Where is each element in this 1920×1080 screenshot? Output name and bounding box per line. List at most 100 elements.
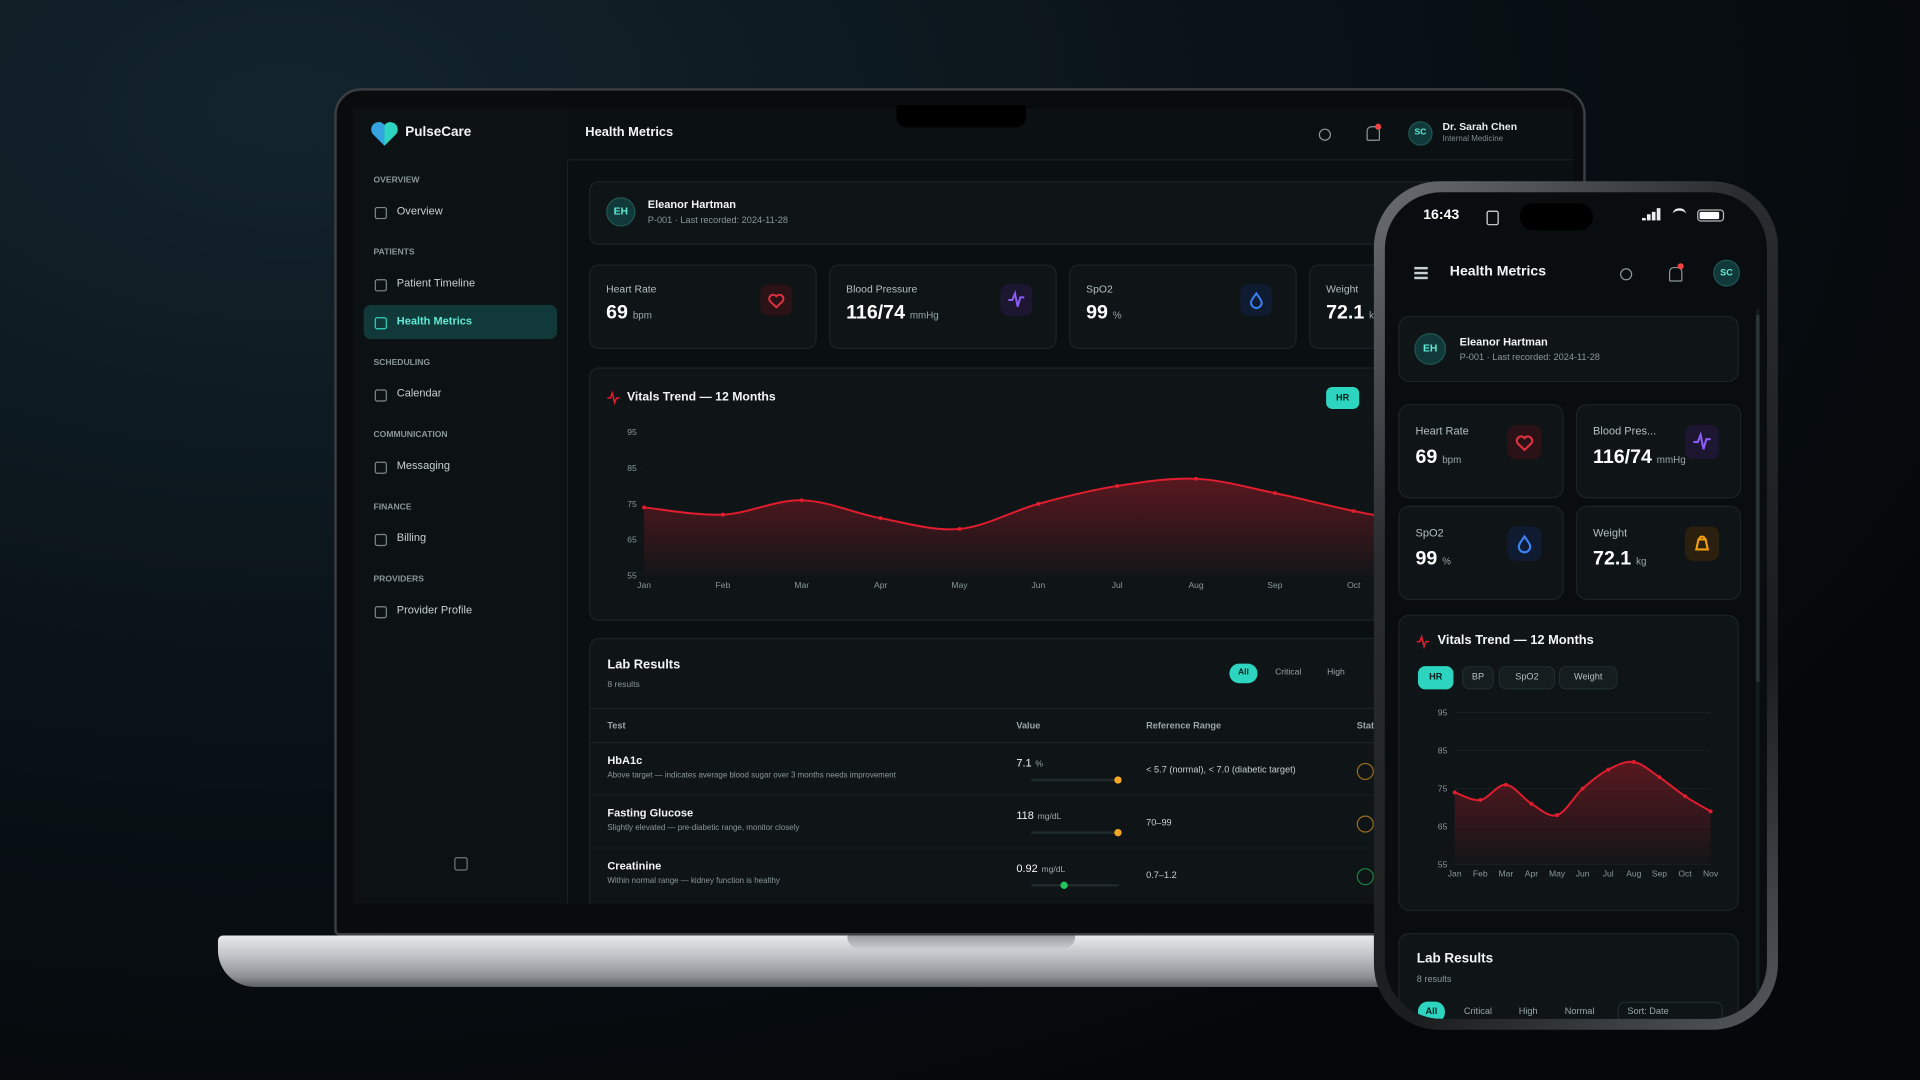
series-tab-active[interactable] — [1326, 386, 1360, 409]
range-bar — [1031, 884, 1120, 887]
lab-note: Within normal range — kidney function is… — [607, 877, 780, 886]
metric-label: Blood Pres... — [1593, 424, 1657, 438]
series-tab[interactable] — [1462, 666, 1494, 690]
lab-range: 0.7–1.2 — [1146, 869, 1177, 881]
x-tick-label: Nov — [1703, 869, 1719, 879]
range-dot — [1114, 776, 1122, 784]
battery-fill — [1699, 211, 1720, 220]
nav-item[interactable]: Patient Timeline — [396, 276, 476, 290]
nav-section-title: PATIENTS — [373, 248, 415, 258]
collapse-icon — [454, 857, 468, 871]
range-dot — [1060, 881, 1068, 889]
metric-icon-glyph — [1517, 534, 1532, 554]
signal-bar — [1651, 211, 1655, 221]
metric-value: 69 bpm — [606, 302, 652, 324]
page-title: Health Metrics — [585, 125, 674, 140]
metric-unit: bpm — [1442, 454, 1462, 466]
series-tab-label: HR — [1336, 391, 1350, 403]
data-point — [642, 505, 647, 510]
x-tick-label: Jun — [1031, 580, 1045, 590]
data-point — [1555, 813, 1560, 818]
chart-title-icon — [1416, 634, 1429, 649]
metric-icon-glyph — [1008, 289, 1025, 307]
x-tick-label: Feb — [716, 580, 731, 590]
series-tab-active[interactable] — [1417, 666, 1454, 690]
lab-value: 0.92 mg/dL — [1016, 862, 1066, 875]
metric-value: 69 bpm — [1415, 447, 1462, 468]
filter-label: Critical — [1275, 668, 1302, 678]
avatar — [1713, 259, 1740, 287]
labs-card — [1398, 933, 1739, 1019]
nav-item[interactable]: Calendar — [396, 386, 442, 400]
trend-chart: 55 65 75 85 95 Jan Feb Mar Apr May Jun Jul Aug Sep Oct… — [1438, 708, 1719, 879]
header: Health Metrics SC Dr. Sarah Chen Internal M… — [566, 107, 1574, 161]
bell-dot — [1677, 263, 1684, 270]
metric-value: 116/74 mmHg — [846, 302, 939, 324]
data-point — [1708, 809, 1713, 814]
wifi-icon — [1672, 208, 1687, 220]
metric-label: Heart Rate — [606, 283, 657, 296]
sort-select[interactable] — [1617, 1001, 1723, 1019]
metric-icon-glyph — [1515, 435, 1534, 452]
x-tick-label: Jan — [1448, 869, 1462, 879]
x-tick-label: Jul — [1603, 869, 1614, 879]
series-area — [644, 478, 1433, 576]
data-point — [1683, 794, 1687, 799]
nav-icon — [374, 461, 387, 474]
filter-label: All — [1425, 1005, 1438, 1017]
nav-item[interactable]: Messaging — [396, 459, 451, 472]
user-role: Internal Medicine — [1442, 135, 1504, 144]
metric-label: Blood Pressure — [846, 283, 918, 296]
nav-section-title: COMMUNICATION — [373, 431, 448, 440]
metric-icon-glyph — [1695, 535, 1710, 551]
metric-icon-box — [1240, 284, 1273, 316]
lab-test: HbA1c — [607, 754, 643, 767]
nav-section-title: SCHEDULING — [373, 358, 431, 368]
x-tick-label: Aug — [1188, 580, 1203, 590]
scroll-thumb — [1755, 314, 1760, 683]
metric-unit: mmHg — [909, 310, 939, 322]
metric-icon — [1695, 535, 1710, 551]
pulse — [607, 390, 620, 406]
y-tick-label: 95 — [1438, 708, 1448, 718]
x-tick-label: Jun — [1576, 869, 1590, 879]
status-icon — [1356, 815, 1374, 833]
data-point — [1529, 801, 1534, 806]
x-tick-label: Apr — [874, 580, 887, 590]
nav-section-title: FINANCE — [373, 503, 412, 513]
labs-title: Lab Results — [1416, 951, 1494, 967]
patient-meta: P-001 · Last recorded: 2024-11-28 — [647, 214, 788, 226]
nav-item[interactable]: Provider Profile — [396, 603, 473, 616]
x-tick-label: May — [951, 580, 968, 590]
metric-unit: bpm — [632, 310, 652, 322]
series-tab[interactable] — [1498, 666, 1556, 690]
filter-chip[interactable] — [1229, 663, 1258, 684]
data-point — [1503, 782, 1508, 787]
filter-chip[interactable] — [1417, 1001, 1445, 1019]
nav-item[interactable]: Overview — [396, 204, 443, 217]
filter-label: All — [1237, 668, 1249, 678]
y-tick-label: 55 — [627, 571, 637, 581]
data-point — [1272, 491, 1277, 496]
column-header: Value — [1016, 719, 1041, 731]
y-tick-label: 85 — [1438, 746, 1448, 756]
range-dot — [1114, 828, 1122, 837]
metric-icon — [1693, 431, 1711, 450]
metric-icon — [1008, 289, 1025, 307]
metric-value: 72.1kg — [1326, 303, 1379, 324]
nav-item[interactable]: Billing — [396, 531, 427, 544]
series-tab[interactable] — [1558, 666, 1618, 690]
nav-item[interactable]: Health Metrics — [396, 314, 473, 327]
metric-label: Heart Rate — [1415, 424, 1469, 438]
lab-range: 70–99 — [1146, 816, 1172, 828]
metric-unit: mmHg — [1656, 454, 1686, 466]
series-tab-label: SpO2 — [1515, 671, 1539, 683]
x-tick-label: Feb — [1473, 869, 1488, 879]
data-point — [720, 512, 725, 517]
laptop-notch — [847, 935, 1076, 949]
metric-icon-box — [1684, 526, 1720, 561]
pulse — [1416, 634, 1429, 649]
x-tick-label: Sep — [1652, 869, 1667, 879]
